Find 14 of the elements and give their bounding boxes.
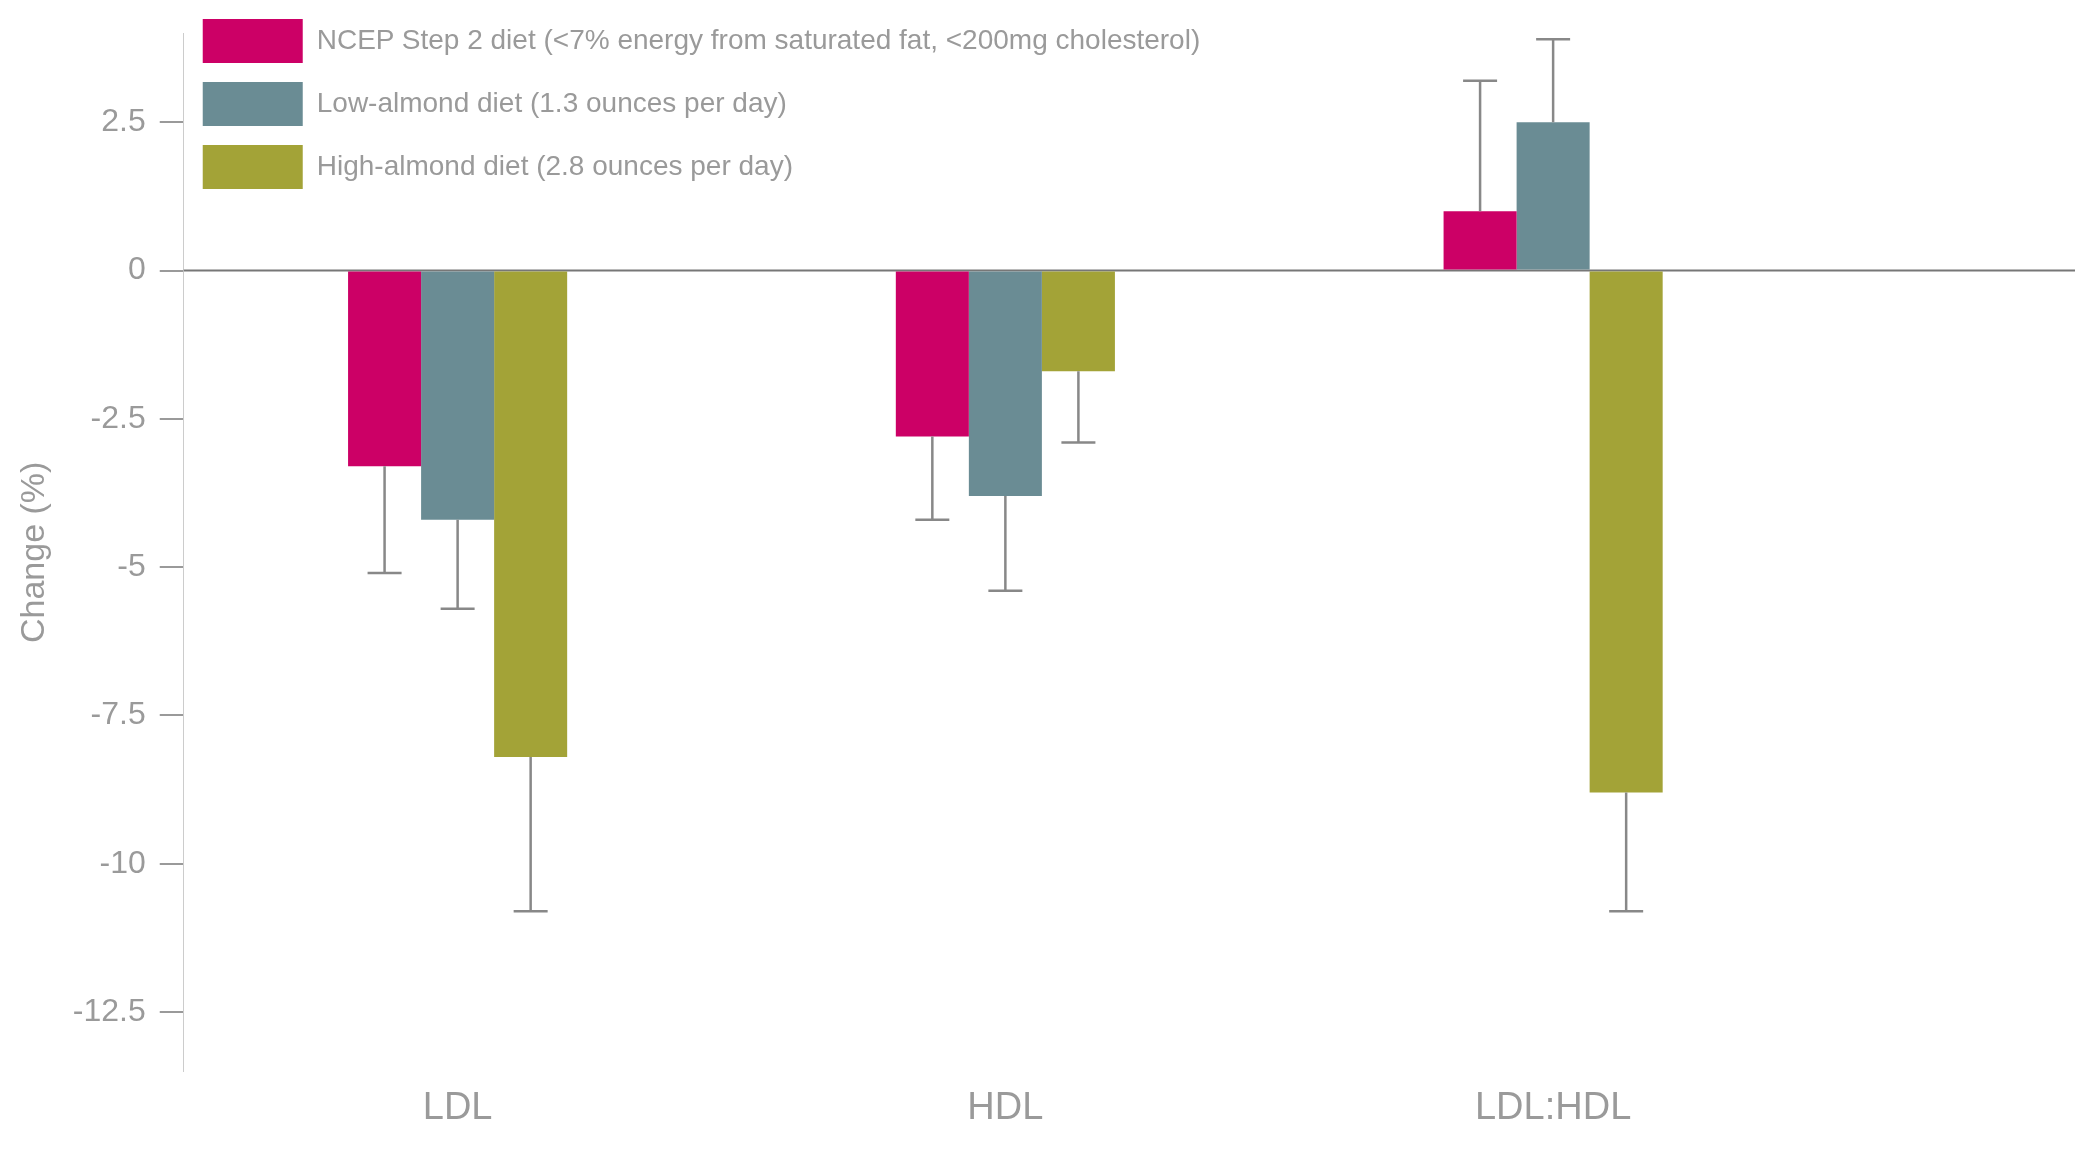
y-tick-label: -5 [117, 546, 146, 583]
y-tick-label: -7.5 [90, 695, 146, 732]
y-tick-label: 2.5 [101, 102, 146, 139]
y-tick-label: 0 [127, 250, 146, 287]
y-tick-label: -12.5 [72, 991, 146, 1028]
y-axis-title: Change (%) [12, 461, 51, 644]
legend-label: High-almond diet (2.8 ounces per day) [316, 149, 793, 181]
x-tick-label: LDL:HDL [1474, 1084, 1632, 1127]
y-tick-label: -2.5 [90, 398, 146, 435]
x-tick-label: LDL [422, 1084, 493, 1127]
x-tick-label: HDL [967, 1084, 1044, 1127]
legend-label: NCEP Step 2 diet (<7% energy from saturated fat, <200mg cholesterol) [316, 23, 1201, 55]
legend-label: Low-almond diet (1.3 ounces per day) [316, 86, 787, 118]
y-tick-label: -10 [99, 843, 146, 880]
